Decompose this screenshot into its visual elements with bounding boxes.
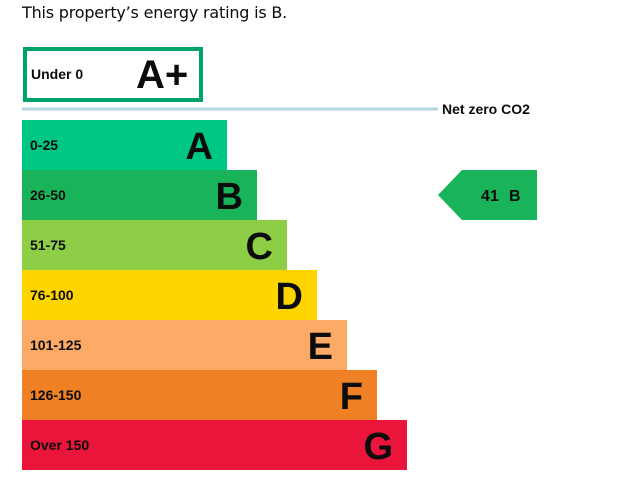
top-band-range-label: Under 0 <box>31 66 83 82</box>
current-rating-value: 41 <box>481 188 499 205</box>
band-range-label: 0-25 <box>30 137 58 153</box>
band-e: 101-125 E <box>22 320 347 370</box>
band-a: 0-25 A <box>22 120 227 170</box>
band-range-label: 76-100 <box>30 287 74 303</box>
band-bar-f <box>22 370 377 420</box>
band-c: 51-75 C <box>22 220 287 270</box>
energy-rating-intro: This property’s energy rating is B. <box>22 3 288 22</box>
band-letter: G <box>363 426 393 468</box>
net-zero-marker: Net zero CO2 <box>22 101 530 117</box>
band-bar-c <box>22 220 287 270</box>
top-band-box <box>23 47 203 102</box>
band-letter: A <box>186 126 213 168</box>
band-bar-g <box>22 420 407 470</box>
top-band-a-plus: Under 0 A+ <box>23 47 203 102</box>
top-band-letter: A+ <box>136 53 188 97</box>
band-letter: F <box>340 376 363 418</box>
current-rating-letter: B <box>509 188 521 205</box>
rating-bands: 0-25 A 26-50 B 51-75 C 76-100 D 101-125 E 126-150 F… <box>22 120 407 470</box>
band-bar-e <box>22 320 347 370</box>
band-f: 126-150 F <box>22 370 377 420</box>
band-range-label: Over 150 <box>30 437 89 453</box>
band-letter: C <box>246 226 273 268</box>
net-zero-label: Net zero CO2 <box>442 101 530 117</box>
band-letter: D <box>276 276 303 318</box>
band-b: 26-50 B <box>22 170 257 220</box>
band-letter: B <box>216 176 243 218</box>
current-rating-marker: 41 B <box>438 170 537 220</box>
band-range-label: 101-125 <box>30 337 82 353</box>
band-bar-b <box>22 170 257 220</box>
band-bar-d <box>22 270 317 320</box>
band-d: 76-100 D <box>22 270 317 320</box>
current-rating-arrow <box>438 170 537 220</box>
band-g: Over 150 G <box>22 420 407 470</box>
band-range-label: 26-50 <box>30 187 66 203</box>
band-bar-a <box>22 120 227 170</box>
band-range-label: 126-150 <box>30 387 82 403</box>
band-range-label: 51-75 <box>30 237 66 253</box>
band-letter: E <box>308 326 333 368</box>
